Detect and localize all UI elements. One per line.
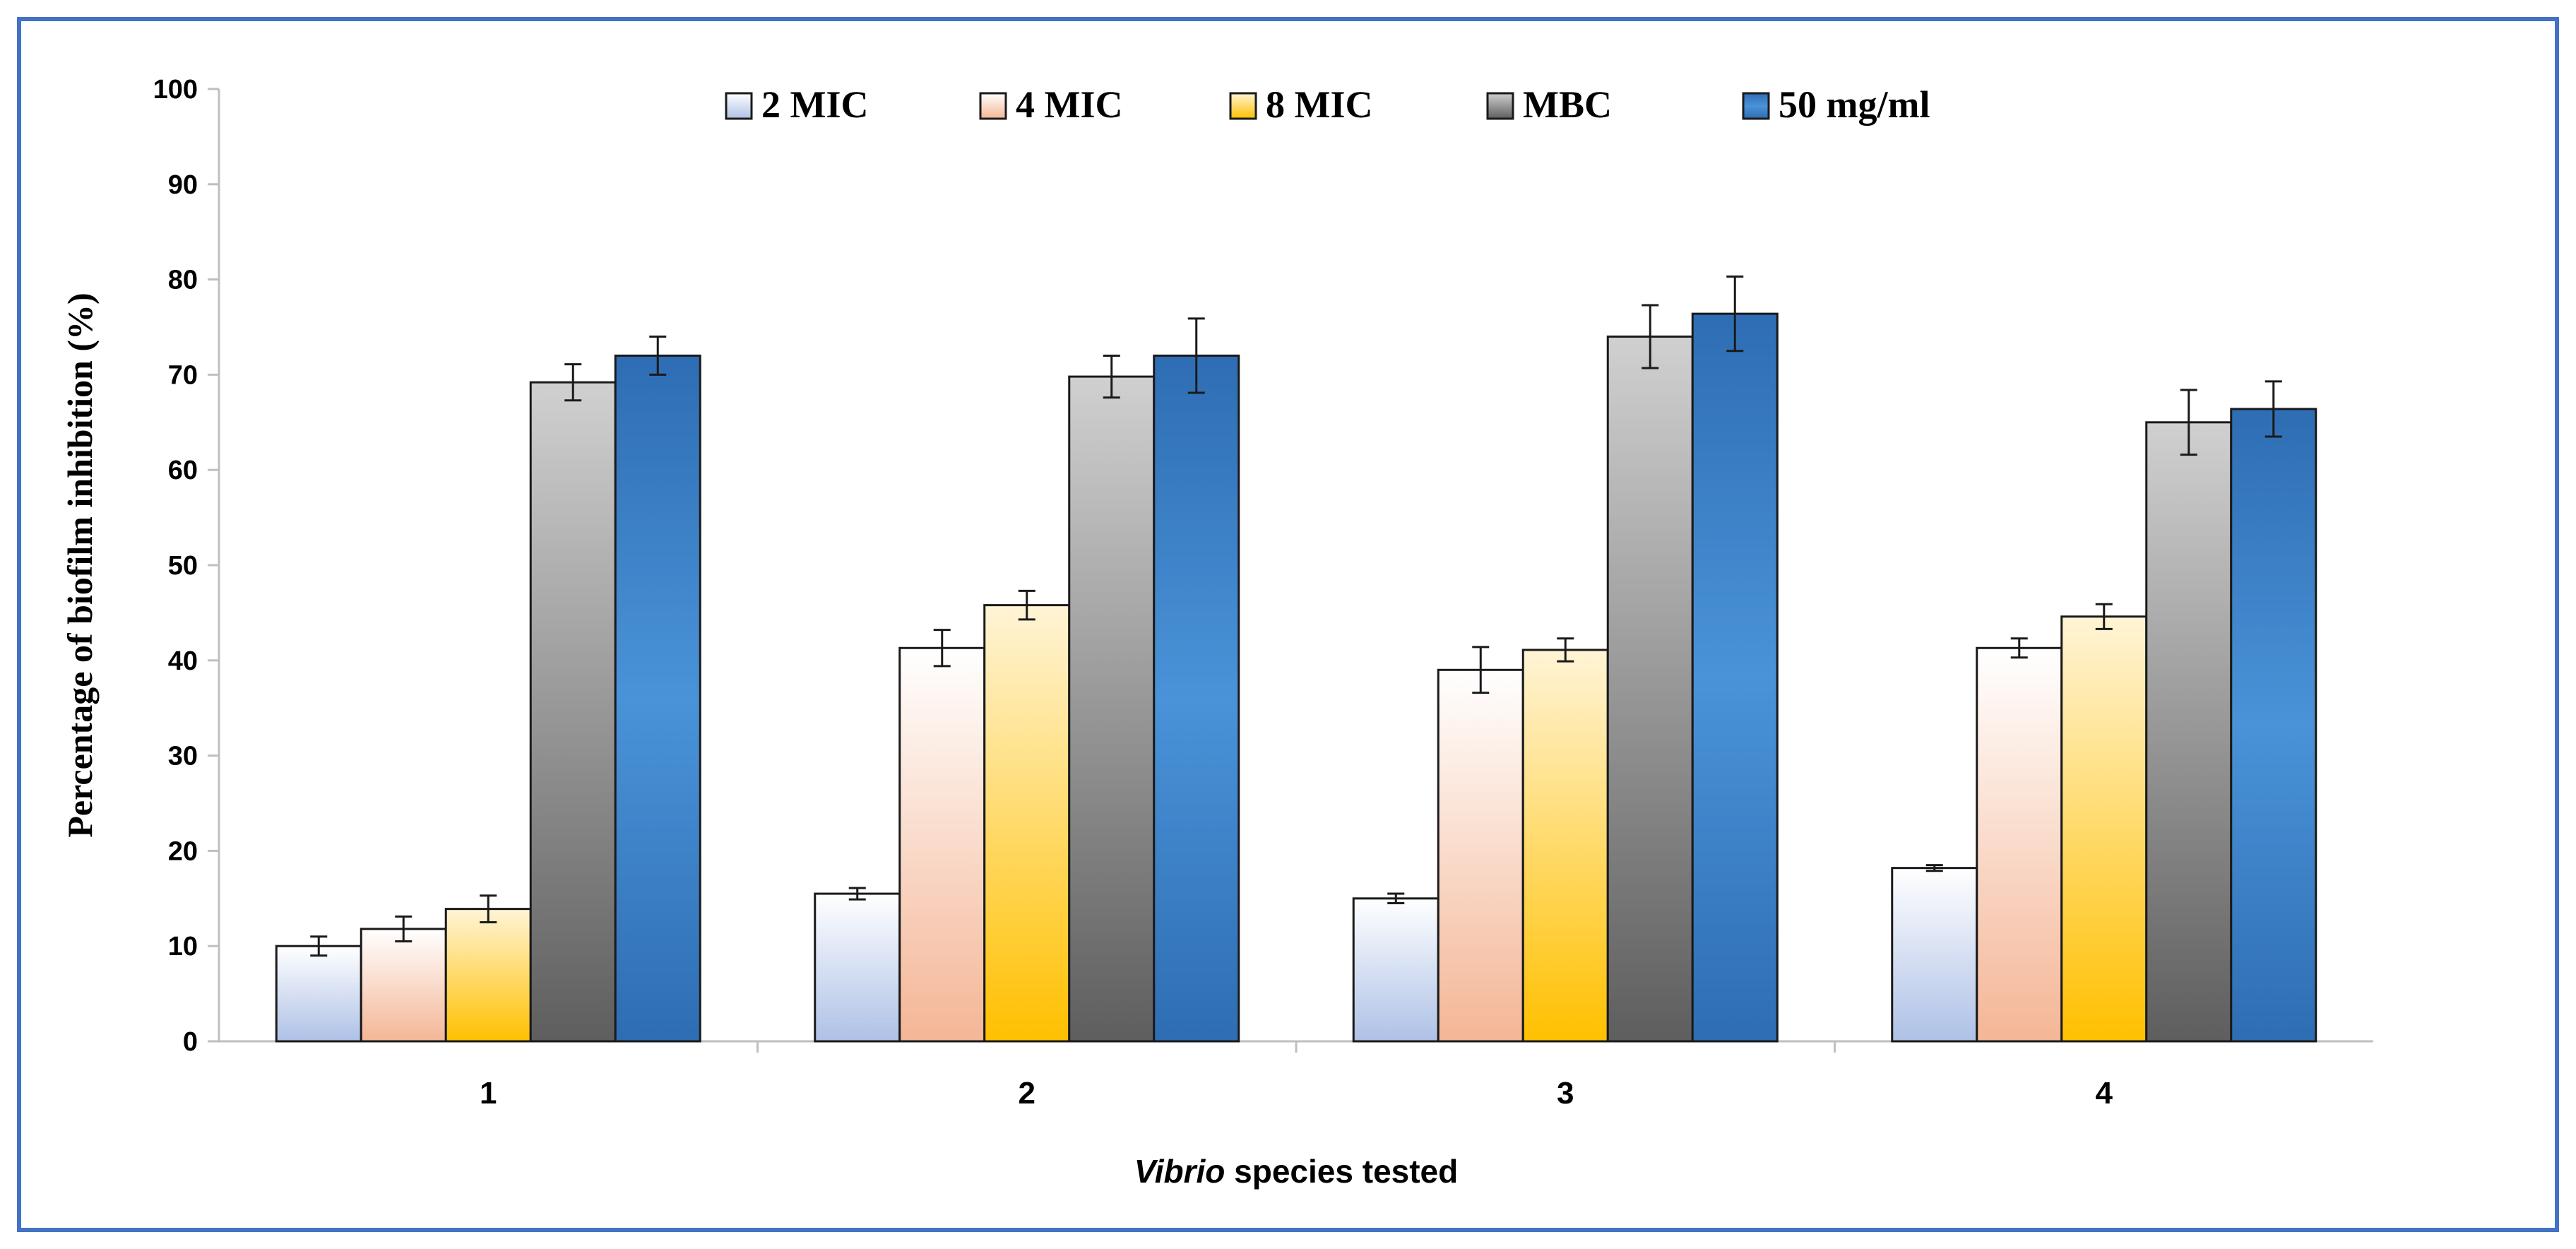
legend-swatch <box>1742 92 1770 120</box>
bar-2-mic-1 <box>275 945 362 1043</box>
bar-4-mic-2 <box>898 646 986 1043</box>
figure-frame: 0 10 20 30 40 50 60 70 80 90 100 1 2 3 4 2 MIC 4 MIC 8 … <box>17 17 2559 1232</box>
y-tick-label: 10 <box>168 932 198 961</box>
error-bar <box>1642 304 1659 369</box>
legend-swatch <box>725 92 753 120</box>
y-axis-label: Percentage of biofilm inhibition (%) <box>60 292 100 837</box>
error-bar <box>310 935 328 957</box>
y-tick-label: 70 <box>168 360 198 390</box>
error-bar <box>1018 589 1035 621</box>
bar-50-mg-ml-2 <box>1153 354 1240 1043</box>
error-bar <box>480 894 497 923</box>
x-axis-label: Vibrio species tested <box>1134 1153 1458 1190</box>
legend-item: 2 MIC <box>725 83 868 126</box>
bar-50-mg-ml-4 <box>2230 408 2317 1043</box>
bar-2-mic-3 <box>1352 897 1440 1043</box>
bar-2-mic-2 <box>814 892 901 1043</box>
bars <box>275 312 2317 1043</box>
legend-item: 4 MIC <box>979 83 1122 126</box>
x-axis-label-rest: species tested <box>1225 1153 1458 1190</box>
legend-label: 50 mg/ml <box>1779 83 1930 126</box>
legend-item: 50 mg/ml <box>1742 83 1930 126</box>
error-bar <box>933 629 951 668</box>
bar-mbc-1 <box>529 381 617 1043</box>
error-bar <box>395 915 412 942</box>
bar-mbc-2 <box>1068 375 1156 1043</box>
bar-8-mic-1 <box>444 908 532 1043</box>
bar-mbc-4 <box>2145 421 2233 1043</box>
error-bars <box>310 276 2282 957</box>
legend-item: MBC <box>1486 83 1612 126</box>
error-bar <box>1557 637 1574 663</box>
legend: 2 MIC 4 MIC 8 MIC MBC 50 mg/ml <box>725 83 1930 126</box>
legend-swatch <box>1229 92 1257 120</box>
error-bar <box>2095 603 2113 630</box>
bar-4-mic-3 <box>1437 668 1524 1043</box>
error-bar <box>564 363 582 402</box>
error-bar <box>2180 389 2197 456</box>
y-tick-label: 100 <box>153 75 198 105</box>
bar-chart: 0 10 20 30 40 50 60 70 80 90 100 1 2 3 4 2 MIC 4 MIC 8 … <box>60 75 2373 1190</box>
y-tick-labels: 0 10 20 30 40 50 60 70 80 90 100 <box>153 75 198 1057</box>
error-bar <box>649 335 667 376</box>
x-axis-label-italic: Vibrio <box>1134 1153 1225 1190</box>
x-category-label: 3 <box>1557 1076 1574 1111</box>
error-bar <box>2265 380 2282 438</box>
error-bar <box>1726 276 1744 353</box>
y-tick-label: 50 <box>168 551 198 581</box>
error-bar <box>1387 892 1405 905</box>
error-bar <box>2010 637 2028 659</box>
y-tick-label: 30 <box>168 742 198 771</box>
y-tick-label: 20 <box>168 836 198 866</box>
bar-8-mic-3 <box>1521 649 1609 1043</box>
bar-50-mg-ml-3 <box>1691 312 1779 1043</box>
bar-4-mic-1 <box>360 928 447 1043</box>
y-tick-label: 80 <box>168 266 198 295</box>
legend-label: 8 MIC <box>1266 83 1372 126</box>
error-bar <box>848 887 866 901</box>
x-category-label: 4 <box>2096 1076 2113 1111</box>
bar-2-mic-4 <box>1891 867 1978 1043</box>
y-tick-label: 0 <box>183 1027 198 1057</box>
legend-swatch <box>1486 92 1514 120</box>
bar-8-mic-4 <box>2060 615 2148 1043</box>
legend-label: MBC <box>1523 83 1612 126</box>
bar-50-mg-ml-1 <box>614 354 701 1043</box>
x-category-label: 2 <box>1019 1076 1035 1111</box>
y-tick-label: 60 <box>168 456 198 485</box>
error-bar <box>1925 864 1943 872</box>
x-category-labels: 1 2 3 4 <box>480 1076 2113 1111</box>
bar-8-mic-2 <box>983 604 1071 1043</box>
bar-mbc-3 <box>1606 335 1694 1043</box>
bar-4-mic-4 <box>1976 646 2063 1043</box>
error-bar <box>1187 317 1205 394</box>
legend-label: 4 MIC <box>1016 83 1122 126</box>
legend-label: 2 MIC <box>761 83 868 126</box>
error-bar <box>1472 646 1490 694</box>
y-tick-label: 90 <box>168 170 198 200</box>
x-category-label: 1 <box>480 1076 497 1111</box>
error-bar <box>1103 354 1120 399</box>
legend-swatch <box>979 92 1007 120</box>
y-tick-label: 40 <box>168 646 198 676</box>
legend-item: 8 MIC <box>1229 83 1372 126</box>
